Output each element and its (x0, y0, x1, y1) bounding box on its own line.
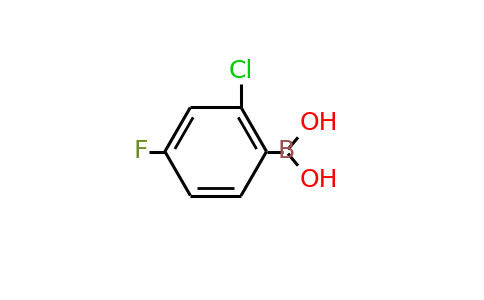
Text: F: F (133, 140, 148, 164)
Text: OH: OH (300, 168, 338, 192)
Text: Cl: Cl (229, 59, 253, 83)
Text: OH: OH (300, 111, 338, 135)
Text: B: B (277, 140, 295, 164)
